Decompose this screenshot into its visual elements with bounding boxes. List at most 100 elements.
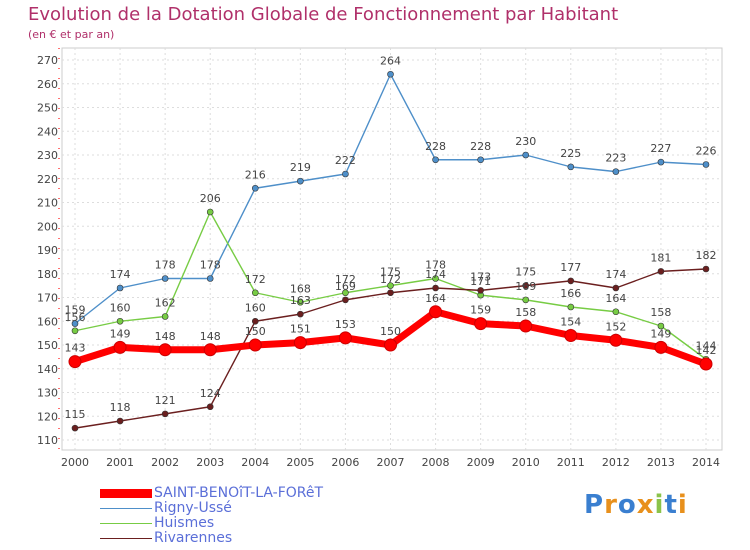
data-point [567, 303, 575, 311]
data-label: 222 [335, 154, 356, 167]
data-point [699, 357, 713, 371]
data-point [567, 163, 575, 171]
data-point [297, 310, 304, 318]
data-point [612, 284, 620, 292]
data-label: 223 [605, 152, 626, 165]
y-tick-label: 180 [37, 268, 58, 281]
data-label: 182 [696, 249, 717, 262]
data-point [338, 331, 352, 345]
y-tick-label: 120 [37, 410, 58, 423]
data-point [387, 70, 394, 78]
data-label: 158 [515, 306, 536, 319]
data-point [342, 296, 349, 304]
y-tick-label: 270 [37, 54, 58, 67]
data-label: 148 [200, 330, 221, 343]
data-label: 173 [470, 270, 491, 283]
data-point [702, 161, 710, 168]
data-point [564, 329, 578, 342]
data-label: 219 [290, 161, 311, 174]
data-label: 154 [560, 316, 581, 329]
data-label: 164 [605, 292, 626, 305]
x-tick-label: 2007 [377, 456, 405, 469]
data-label: 228 [470, 140, 491, 153]
data-point [113, 340, 127, 354]
x-tick-label: 2000 [61, 456, 89, 469]
data-point [71, 424, 79, 432]
data-label: 216 [245, 168, 266, 181]
data-point [293, 336, 307, 350]
y-tick-label: 260 [37, 78, 58, 91]
data-point [522, 296, 530, 304]
data-label: 143 [65, 342, 86, 355]
data-label: 168 [290, 282, 311, 295]
data-label: 169 [515, 280, 536, 293]
y-tick-label: 230 [37, 149, 58, 162]
logo-letter: i [677, 490, 688, 520]
y-tick-label: 160 [37, 315, 58, 328]
legend-swatch [100, 508, 152, 509]
y-tick-label: 150 [37, 339, 58, 352]
data-point [342, 170, 349, 178]
data-label: 226 [696, 145, 717, 158]
data-point [116, 417, 124, 425]
data-point [248, 338, 262, 352]
data-point [432, 275, 439, 282]
data-label: 174 [605, 268, 626, 281]
data-point [702, 265, 710, 273]
data-point [251, 184, 259, 192]
data-point [612, 168, 620, 175]
data-label: 206 [200, 192, 221, 205]
x-tick-label: 2002 [151, 456, 179, 469]
data-point [203, 343, 217, 357]
x-tick-label: 2009 [467, 456, 495, 469]
data-label: 162 [155, 297, 176, 310]
data-point [477, 287, 484, 294]
data-label: 151 [290, 323, 311, 336]
data-point [206, 403, 214, 411]
y-tick-label: 250 [37, 102, 58, 115]
data-point [432, 284, 439, 292]
data-point [116, 317, 124, 325]
data-label: 144 [696, 339, 717, 352]
logo-letter: r [604, 490, 618, 520]
x-tick-label: 2013 [647, 456, 675, 469]
legend-label: Rigny-Ussé [154, 500, 232, 516]
data-label: 181 [650, 251, 671, 264]
data-point [522, 282, 530, 289]
chart-subtitle: (en € et par an) [28, 28, 115, 41]
data-point [116, 284, 124, 292]
data-label: 118 [110, 401, 131, 414]
data-label: 172 [245, 273, 266, 286]
data-label: 169 [335, 280, 356, 293]
x-tick-label: 2010 [512, 456, 540, 469]
data-point [384, 338, 397, 352]
data-label: 177 [560, 261, 581, 274]
data-point [297, 177, 304, 185]
data-point [161, 275, 169, 282]
data-point [657, 322, 665, 330]
data-label: 174 [110, 268, 131, 281]
data-label: 172 [380, 273, 401, 286]
data-label: 175 [380, 266, 401, 279]
data-label: 225 [560, 147, 581, 160]
data-label: 230 [515, 135, 536, 148]
data-label: 174 [425, 268, 446, 281]
x-tick-label: 2005 [286, 456, 314, 469]
data-label: 228 [425, 140, 446, 153]
data-label: 124 [200, 387, 221, 400]
x-tick-label: 2008 [422, 456, 450, 469]
data-label: 178 [200, 259, 221, 272]
x-tick-label: 2006 [331, 456, 359, 469]
data-label: 163 [290, 294, 311, 307]
data-label: 156 [65, 311, 86, 324]
logo-letter: t [664, 490, 678, 520]
data-label: 149 [110, 327, 131, 340]
proxiti-logo: Proxiti [584, 490, 688, 520]
data-label: 160 [110, 301, 131, 314]
y-tick-label: 220 [37, 173, 58, 186]
x-tick-label: 2003 [196, 456, 224, 469]
y-tick-label: 240 [37, 125, 58, 138]
y-tick-label: 200 [37, 220, 58, 233]
data-point [567, 277, 575, 285]
data-label: 142 [696, 344, 717, 357]
